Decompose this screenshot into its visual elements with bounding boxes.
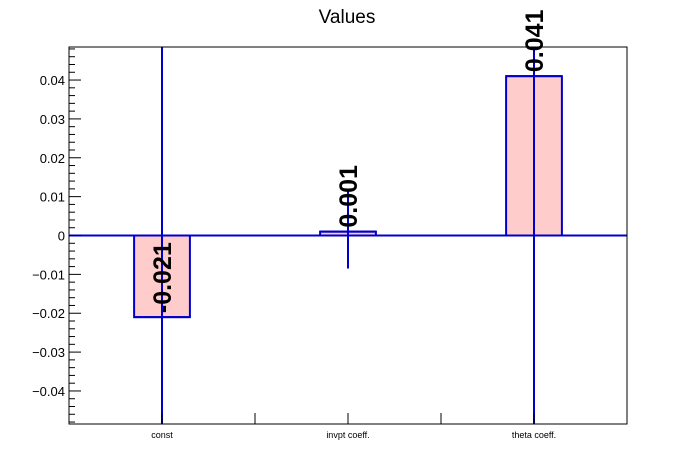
- data-labels-layer: -0.021 0.001 0.041: [149, 9, 549, 313]
- y-tick-label: 0.02: [40, 151, 65, 166]
- y-tick-label: −0.03: [32, 345, 65, 360]
- y-tick-label: −0.02: [32, 306, 65, 321]
- y-tick-label: 0: [58, 229, 65, 244]
- y-tick-label: 0.03: [40, 112, 65, 127]
- y-tick-label: −0.04: [32, 384, 65, 399]
- data-label-1: 0.001: [335, 165, 363, 228]
- x-tick-label: invpt coeff.: [326, 430, 369, 440]
- data-label-0: -0.021: [149, 242, 177, 313]
- chart-title: Values: [319, 7, 376, 28]
- x-axis: const invpt coeff. theta coeff.: [151, 413, 556, 440]
- x-tick-label: theta coeff.: [512, 430, 556, 440]
- y-tick-label: −0.01: [32, 267, 65, 282]
- x-tick-label: const: [151, 430, 173, 440]
- y-axis: −0.04 −0.03 −0.02 −0.01 0 0.01 0.02 0.03 0.04: [32, 48, 81, 423]
- y-tick-label: 0.04: [40, 73, 65, 88]
- y-tick-label: 0.01: [40, 190, 65, 205]
- data-label-2: 0.041: [521, 9, 549, 72]
